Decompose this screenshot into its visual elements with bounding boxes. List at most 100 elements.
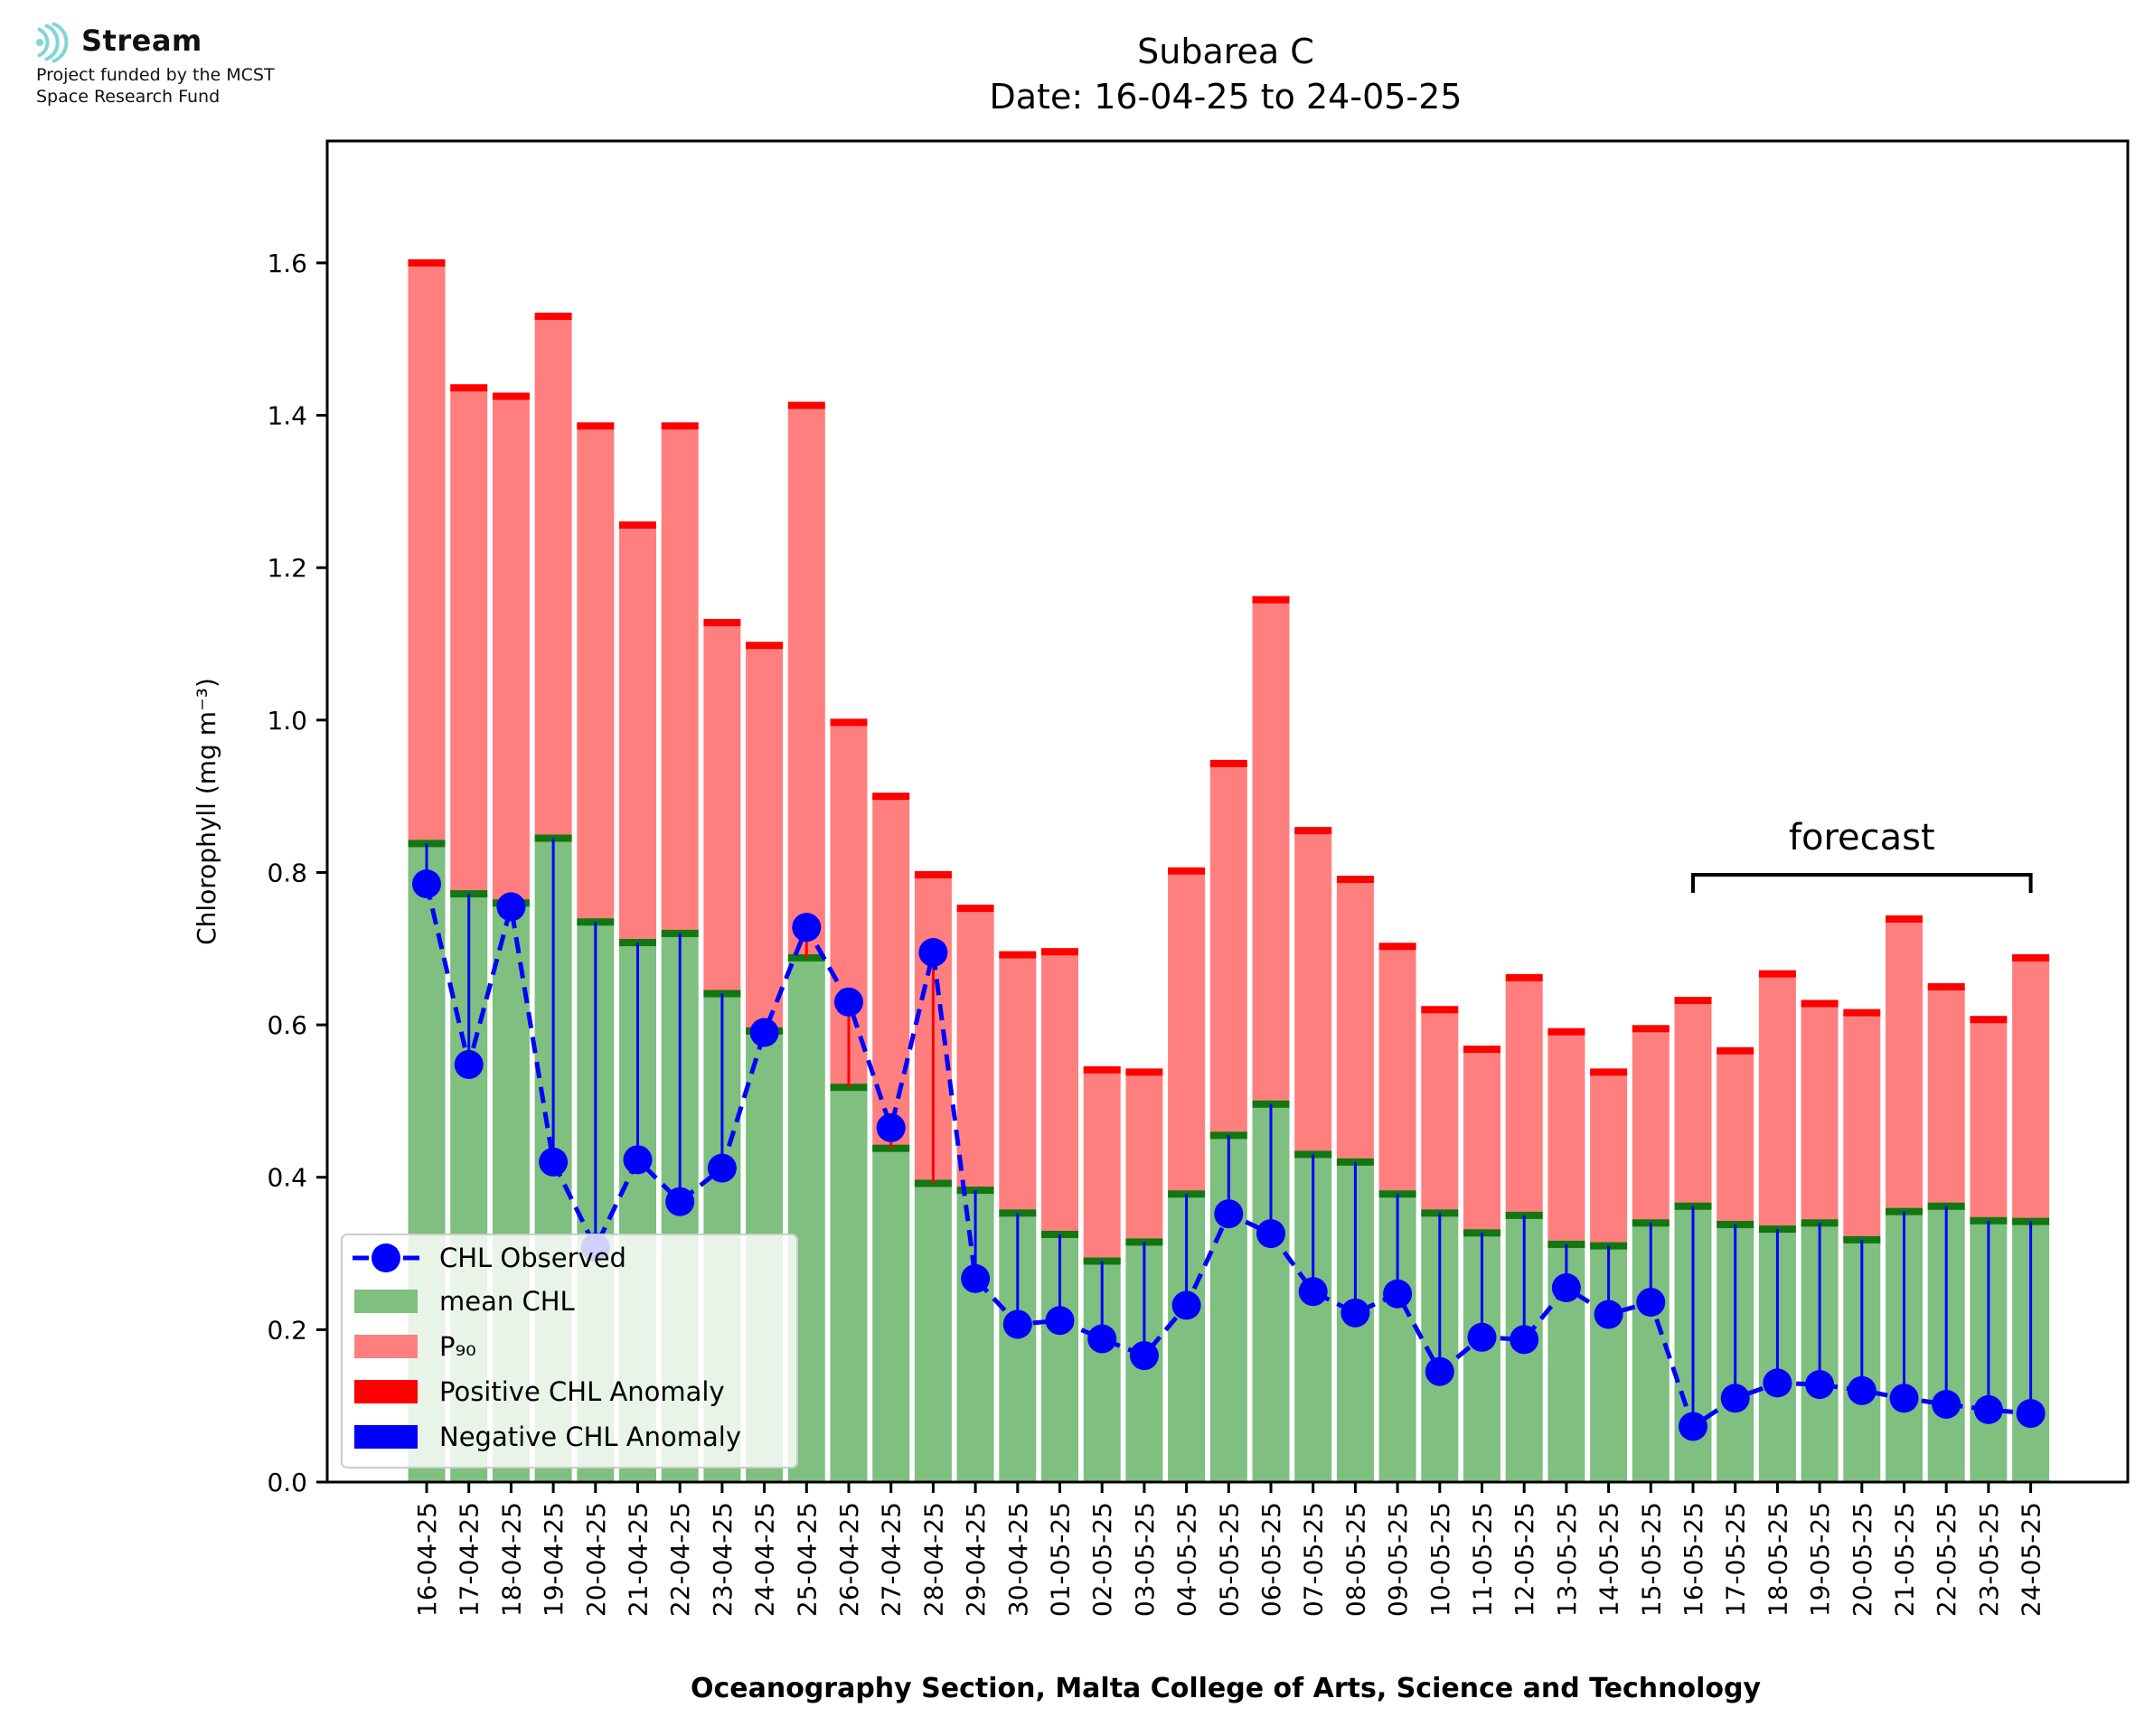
p90-cap — [408, 258, 446, 267]
x-tick-label: 25-04-25 — [792, 1502, 822, 1617]
legend-box — [341, 1234, 798, 1469]
x-tick-label: 05-05-25 — [1214, 1502, 1244, 1617]
x-tick-label: 11-05-25 — [1468, 1502, 1498, 1617]
forecast-label: forecast — [1789, 817, 1935, 859]
observed-point — [1594, 1300, 1623, 1329]
x-tick-label: 10-05-25 — [1425, 1502, 1455, 1617]
logo-funding-line-2: Space Research Fund — [36, 87, 221, 107]
observed-point — [1805, 1370, 1835, 1400]
observed-point — [749, 1018, 779, 1047]
p90-cap — [1378, 943, 1416, 951]
x-tick-label: 13-05-25 — [1552, 1502, 1582, 1617]
p90-bar — [1927, 986, 1965, 1206]
p90-bar — [703, 622, 741, 994]
x-tick-label: 14-05-25 — [1594, 1502, 1624, 1617]
observed-point — [707, 1153, 737, 1183]
p90-cap — [1209, 759, 1247, 767]
p90-cap — [1547, 1028, 1585, 1036]
observed-point — [918, 937, 948, 967]
p90-bar — [2012, 957, 2050, 1222]
x-tick-label: 23-05-25 — [1974, 1502, 2004, 1617]
observed-point — [496, 892, 526, 922]
legend-label: Negative CHL Anomaly — [439, 1422, 741, 1452]
x-tick-label: 18-05-25 — [1763, 1502, 1792, 1617]
legend-label: mean CHL — [439, 1286, 575, 1317]
x-tick-label: 08-05-25 — [1340, 1502, 1370, 1617]
x-tick-label: 17-04-25 — [455, 1502, 484, 1617]
x-tick-label: 07-05-25 — [1299, 1502, 1329, 1617]
legend-swatch — [354, 1425, 418, 1449]
p90-bar — [1041, 952, 1078, 1234]
x-tick-label: 24-05-25 — [2017, 1502, 2046, 1617]
p90-bar — [787, 405, 825, 958]
observed-point — [1298, 1277, 1328, 1307]
p90-bar — [1336, 879, 1374, 1162]
p90-cap — [1083, 1065, 1121, 1074]
mean-bar — [830, 1087, 868, 1482]
observed-point — [1045, 1306, 1075, 1336]
p90-cap — [956, 905, 994, 913]
forecast-bracket-line — [1691, 873, 2033, 893]
p90-bar — [999, 954, 1037, 1214]
p90-bar — [1505, 977, 1543, 1215]
observed-point — [876, 1112, 906, 1142]
x-tick-label: 06-05-25 — [1256, 1502, 1286, 1617]
y-tick-label: 0.2 — [267, 1315, 307, 1345]
observed-point — [1171, 1290, 1201, 1320]
chart-subtitle: Date: 16-04-25 to 24-05-25 — [990, 77, 1463, 117]
observed-point — [961, 1263, 991, 1293]
p90-bar — [1252, 599, 1290, 1104]
p90-cap — [787, 401, 825, 409]
p90-cap — [2012, 953, 2050, 962]
observed-point — [1720, 1384, 1750, 1413]
observed-point — [1087, 1324, 1117, 1354]
x-tick-label: 17-05-25 — [1721, 1502, 1751, 1617]
p90-cap — [450, 384, 488, 392]
legend-observed-marker — [372, 1243, 400, 1272]
p90-bar — [1758, 973, 1796, 1230]
p90-bar — [1421, 1009, 1459, 1214]
p90-cap — [1843, 1009, 1881, 1017]
observed-point — [1889, 1384, 1919, 1413]
x-tick-label: 29-04-25 — [961, 1502, 991, 1617]
p90-bar — [408, 262, 446, 844]
legend-label: P₉₀ — [439, 1331, 476, 1362]
p90-cap — [872, 793, 910, 801]
p90-bar — [1674, 1000, 1712, 1206]
logo-funding-line-1: Project funded by the MCST — [36, 65, 275, 85]
x-tick-label: 26-04-25 — [834, 1502, 864, 1617]
observed-point — [1214, 1199, 1244, 1229]
observed-point — [1256, 1219, 1285, 1249]
x-tick-label: 18-04-25 — [496, 1502, 526, 1617]
observed-point — [1763, 1368, 1792, 1398]
observed-point — [1425, 1356, 1454, 1386]
x-tick-label: 03-05-25 — [1130, 1502, 1160, 1617]
p90-bar — [956, 908, 994, 1191]
mean-bar — [872, 1148, 910, 1482]
p90-bar — [1843, 1012, 1881, 1240]
observed-point — [1847, 1375, 1877, 1405]
p90-cap — [703, 618, 741, 626]
x-tick-label: 20-05-25 — [1848, 1502, 1877, 1617]
legend-swatch — [354, 1335, 418, 1358]
y-tick-label: 1.0 — [267, 706, 307, 736]
forecast-bracket: forecast — [1691, 817, 2033, 893]
y-tick-label: 1.6 — [267, 249, 307, 278]
observed-point — [1129, 1341, 1159, 1371]
p90-cap — [1717, 1046, 1754, 1055]
observed-point — [1551, 1272, 1581, 1302]
mean-bar — [914, 1183, 952, 1482]
p90-cap — [1168, 867, 1206, 875]
y-tick-label: 0.6 — [267, 1010, 307, 1040]
x-tick-label: 20-04-25 — [581, 1502, 611, 1617]
observed-series-group — [412, 869, 2046, 1441]
p90-bar — [1801, 1003, 1839, 1224]
p90-bar — [1590, 1072, 1628, 1246]
observed-point — [454, 1049, 484, 1079]
p90-cap — [1632, 1025, 1670, 1033]
p90-cap — [1801, 999, 1839, 1008]
p90-bar — [1547, 1031, 1585, 1244]
observed-point — [412, 869, 441, 899]
legend-swatch — [354, 1380, 418, 1403]
p90-bar — [1294, 830, 1332, 1155]
